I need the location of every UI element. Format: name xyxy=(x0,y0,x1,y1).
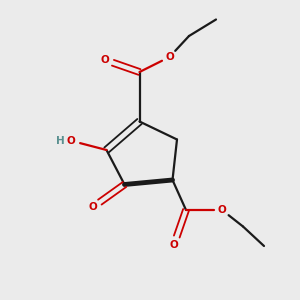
Text: O: O xyxy=(66,136,75,146)
Text: O: O xyxy=(100,55,109,65)
Text: O: O xyxy=(165,52,174,62)
Text: O: O xyxy=(218,205,226,215)
Text: H: H xyxy=(56,136,64,146)
Text: O: O xyxy=(88,202,98,212)
Text: O: O xyxy=(169,239,178,250)
